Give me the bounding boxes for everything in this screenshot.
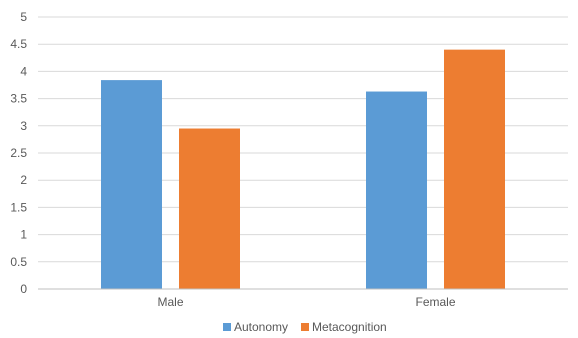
bar-metacognition-female [444,49,505,289]
y-tick-label: 2.5 [10,146,27,160]
legend-label-autonomy: Autonomy [234,320,288,334]
y-tick-label: 3.5 [10,92,27,106]
y-tick-label: 3 [20,119,27,133]
y-tick-label: 4.5 [10,37,27,51]
bars [101,49,505,289]
x-category-label: Female [415,295,455,309]
bar-autonomy-female [366,91,427,289]
y-tick-label: 0.5 [10,255,27,269]
legend: Autonomy Metacognition [223,320,387,334]
legend-swatch-metacognition [301,323,309,331]
y-tick-label: 4 [20,64,27,78]
legend-swatch-autonomy [223,323,231,331]
y-tick-label: 2 [20,173,27,187]
x-axis-category-labels: Male Female [157,295,455,309]
bar-metacognition-male [179,128,240,289]
bar-autonomy-male [101,80,162,289]
y-tick-label: 1.5 [10,200,27,214]
legend-label-metacognition: Metacognition [312,320,387,334]
x-category-label: Male [157,295,183,309]
y-tick-label: 5 [20,10,27,24]
y-tick-label: 0 [20,282,27,296]
y-axis-tick-labels: 0 0.5 1 1.5 2 2.5 3 3.5 4 4.5 5 [10,10,27,296]
y-tick-label: 1 [20,228,27,242]
